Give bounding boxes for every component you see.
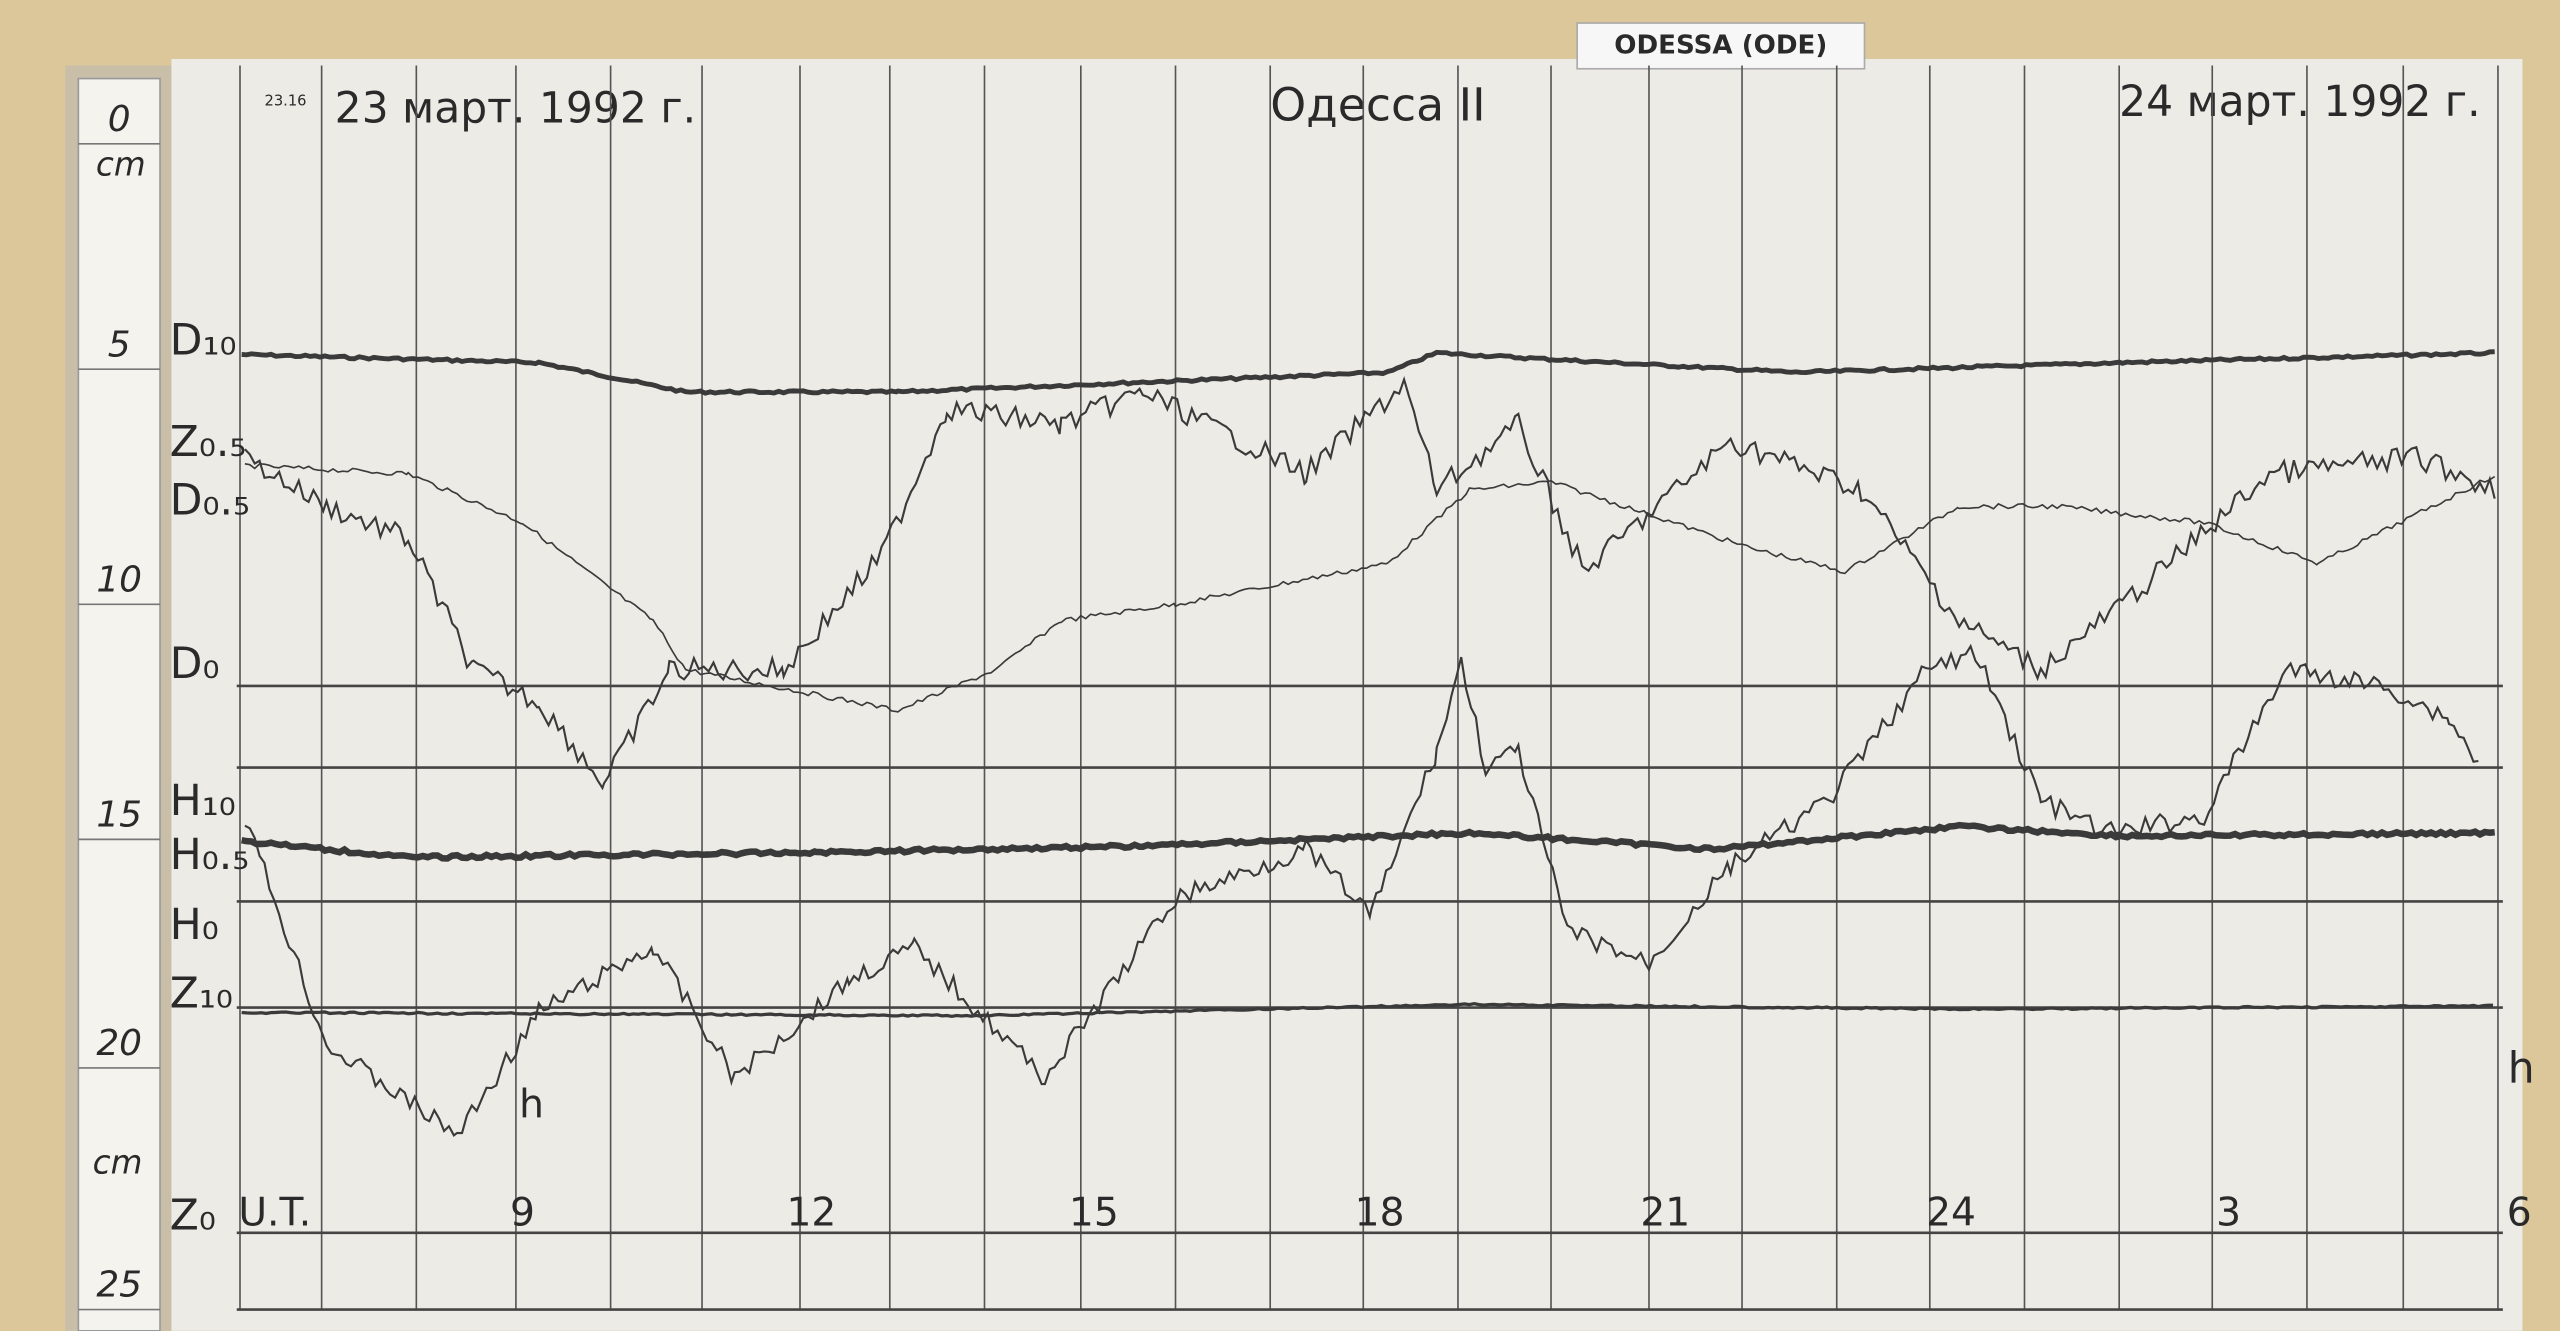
trace-label: Z₀	[170, 1192, 216, 1241]
magnetogram-paper	[171, 58, 2523, 1331]
trace-label: H₁₀	[170, 777, 236, 826]
ruler-mark: 25	[96, 1265, 142, 1306]
trace-label: Z₀.₅	[170, 418, 247, 467]
station-tag-text: ODESSA (ODE)	[1614, 30, 1827, 60]
hour-label: 6	[2507, 1190, 2532, 1235]
hour-label: 21	[1640, 1190, 1690, 1235]
trace-label: D₁₀	[170, 317, 237, 366]
ruler-mark: 5	[108, 324, 131, 365]
ruler-mark: 10	[96, 559, 142, 600]
note: 23.16	[264, 92, 306, 109]
hour-unit: h	[519, 1083, 544, 1128]
right-date: 24 март. 1992 г.	[2119, 78, 2480, 127]
trace	[241, 349, 2495, 396]
hour-label: 3	[2216, 1190, 2241, 1235]
ruler-unit: cm	[93, 1143, 143, 1181]
hour-label: 18	[1355, 1190, 1405, 1235]
trace	[240, 821, 2496, 862]
trace	[241, 1001, 2494, 1019]
hour-label: 15	[1069, 1190, 1119, 1235]
trace-label: D₀	[170, 640, 220, 689]
station-tag	[1576, 22, 1866, 70]
trace-label: H₀	[170, 901, 219, 950]
ruler-mark: 0	[108, 99, 131, 140]
trace	[244, 463, 2496, 713]
station-name: Одесса II	[1270, 78, 1485, 131]
ruler-mark: 15	[96, 795, 142, 836]
trace-label: D₀.₅	[170, 477, 250, 526]
trace	[244, 375, 2496, 791]
ut-label: U.T.	[238, 1190, 311, 1235]
trace-label: H₀.₅	[170, 831, 249, 880]
ruler-mark: 20	[96, 1023, 142, 1064]
hour-unit: h	[2508, 1045, 2535, 1094]
trace-label: Z₁₀	[170, 970, 233, 1019]
hour-label: 9	[510, 1190, 535, 1235]
ruler-unit: cm	[96, 146, 146, 184]
hour-label: 24	[1926, 1190, 1976, 1235]
trace	[244, 643, 2479, 1137]
hour-label: 12	[786, 1190, 836, 1235]
